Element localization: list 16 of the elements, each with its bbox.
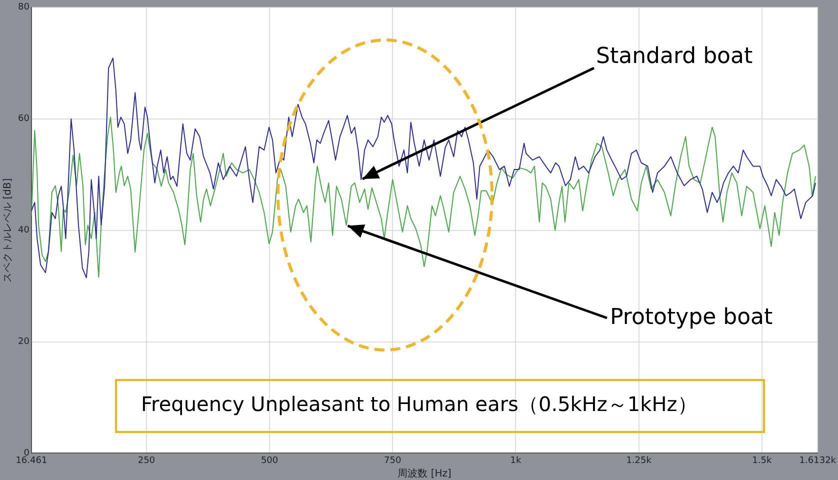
y-tick-label: 20 xyxy=(18,337,30,348)
x-tick-label: 1.5k xyxy=(752,456,772,466)
annotation: Standard boat xyxy=(596,44,753,70)
x-axis-title: 周波数 [Hz] xyxy=(398,468,452,480)
x-tick-label: 500 xyxy=(260,456,278,466)
y-tick-label: 40 xyxy=(18,226,30,236)
annotation: Frequency Unpleasant to Human ears（0.5kHz～1kHz） xyxy=(141,392,698,416)
x-tick-label: 1.25k xyxy=(626,456,652,466)
x-tick-label: 1.6132k xyxy=(799,456,837,466)
annotation: Prototype boat xyxy=(610,305,774,330)
x-tick-label: 250 xyxy=(138,456,156,466)
y-tick-label: 60 xyxy=(18,114,30,124)
x-tick-label: 750 xyxy=(384,456,402,466)
y-axis-title: スペクトルレベル [dB] xyxy=(2,178,14,282)
x-tick-label: 1k xyxy=(510,456,522,466)
y-tick-label: 80 xyxy=(18,2,30,13)
